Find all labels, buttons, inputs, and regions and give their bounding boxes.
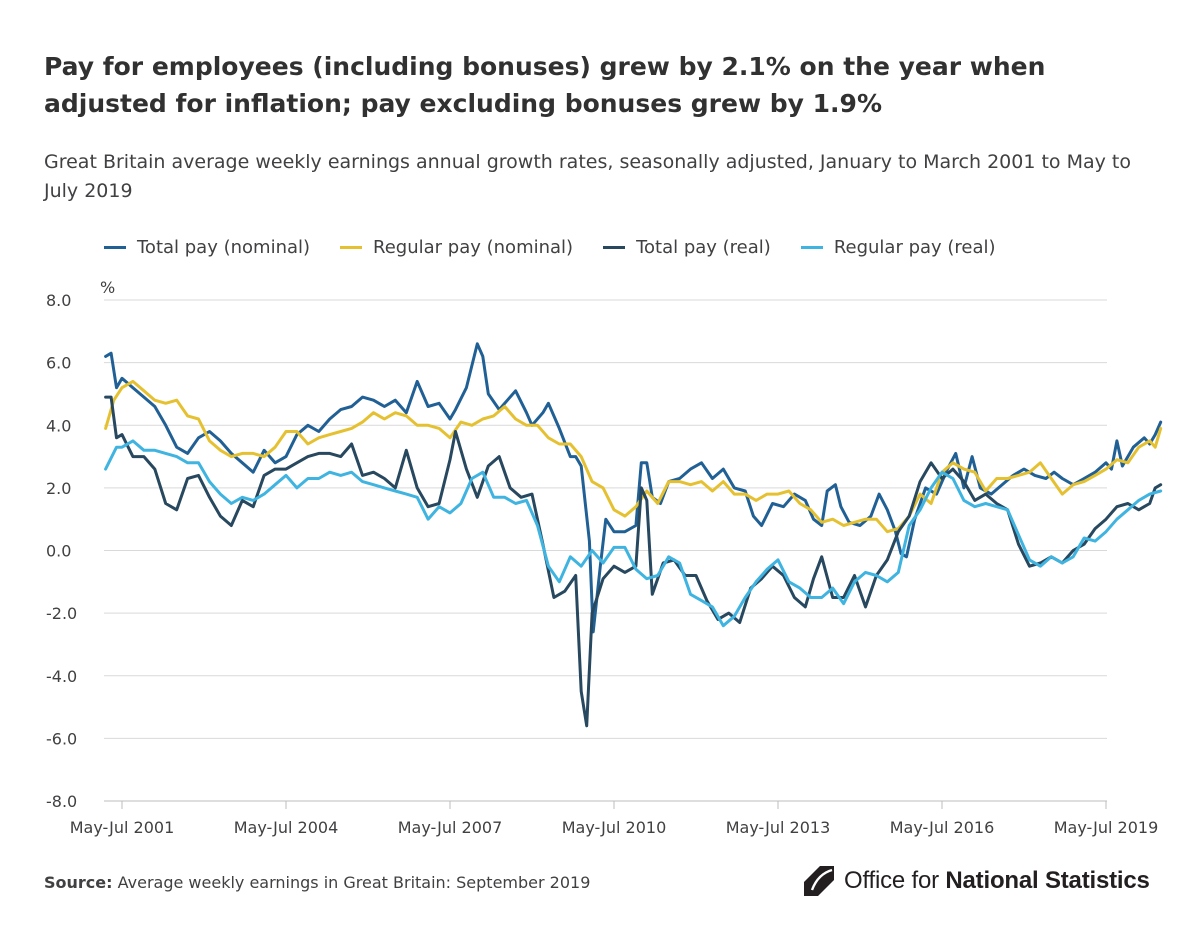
source-note: Source: Average weekly earnings in Great… bbox=[44, 873, 590, 892]
chart-title: Pay for employees (including bonuses) gr… bbox=[44, 52, 1046, 118]
y-tick-label: -6.0 bbox=[46, 729, 77, 748]
ons-logo-text: Office for National Statistics bbox=[844, 867, 1150, 895]
x-tick-label: May-Jul 2010 bbox=[562, 818, 667, 837]
ons-logo-icon bbox=[804, 866, 834, 896]
total-pay-real-line bbox=[104, 395, 1163, 728]
axes: 8.0 6.0 4.0 2.0 0.0 -2.0 -4.0 -6.0 -8.0 May-Jul 2… bbox=[46, 291, 1158, 837]
x-tick-label: May-Jul 2016 bbox=[890, 818, 995, 837]
y-tick-label: 6.0 bbox=[46, 354, 71, 373]
regular-pay-real-line bbox=[104, 439, 1163, 628]
y-tick-label: -8.0 bbox=[46, 792, 77, 811]
legend-swatch bbox=[603, 245, 626, 249]
regular-pay-nominal-line bbox=[104, 379, 1163, 534]
y-tick-label: 0.0 bbox=[46, 542, 71, 561]
legend-item-regular-real[interactable]: Regular pay (real) bbox=[800, 236, 996, 258]
logo-bold: National Statistics bbox=[945, 867, 1150, 894]
legend-label: Regular pay (nominal) bbox=[373, 236, 574, 258]
line-chart: 8.0 6.0 4.0 2.0 0.0 -2.0 -4.0 -6.0 -8.0 May-Jul 2… bbox=[46, 278, 1163, 837]
series-lines bbox=[104, 342, 1163, 728]
x-tick-label: May-Jul 2001 bbox=[70, 818, 175, 837]
y-tick-label: 2.0 bbox=[46, 479, 71, 498]
legend-label: Regular pay (real) bbox=[833, 236, 996, 258]
chart-subtitle: Great Britain average weekly earnings an… bbox=[44, 151, 1131, 202]
y-tick-label: -4.0 bbox=[46, 667, 77, 686]
logo-prefix: Office for bbox=[844, 867, 946, 894]
x-tick-label: May-Jul 2004 bbox=[234, 818, 339, 837]
source-text: Average weekly earnings in Great Britain… bbox=[117, 873, 591, 892]
total-pay-nominal-line bbox=[104, 342, 1163, 634]
y-tick-label: 8.0 bbox=[46, 291, 71, 310]
y-axis-unit-label: % bbox=[100, 278, 115, 297]
x-tick-label: May-Jul 2019 bbox=[1054, 818, 1159, 837]
x-tick-label: May-Jul 2007 bbox=[398, 818, 503, 837]
legend-swatch bbox=[800, 245, 823, 249]
legend-item-regular-nominal[interactable]: Regular pay (nominal) bbox=[340, 237, 573, 258]
ons-logo[interactable]: Office for National Statistics bbox=[802, 864, 1150, 898]
chart-legend: Total pay (nominal) Regular pay (nominal… bbox=[104, 234, 1026, 260]
legend-label: Total pay (real) bbox=[636, 236, 771, 258]
source-label: Source: bbox=[44, 873, 113, 892]
legend-swatch bbox=[104, 245, 126, 249]
y-tick-label: -2.0 bbox=[46, 604, 77, 623]
legend-swatch bbox=[340, 245, 363, 249]
legend-item-total-real[interactable]: Total pay (real) bbox=[603, 237, 771, 258]
gridlines bbox=[104, 299, 1107, 802]
legend-label: Total pay (nominal) bbox=[137, 236, 311, 258]
y-tick-label: 4.0 bbox=[46, 416, 71, 435]
legend-item-total-nominal[interactable]: Total pay (nominal) bbox=[104, 237, 310, 258]
x-tick-label: May-Jul 2013 bbox=[726, 818, 831, 837]
